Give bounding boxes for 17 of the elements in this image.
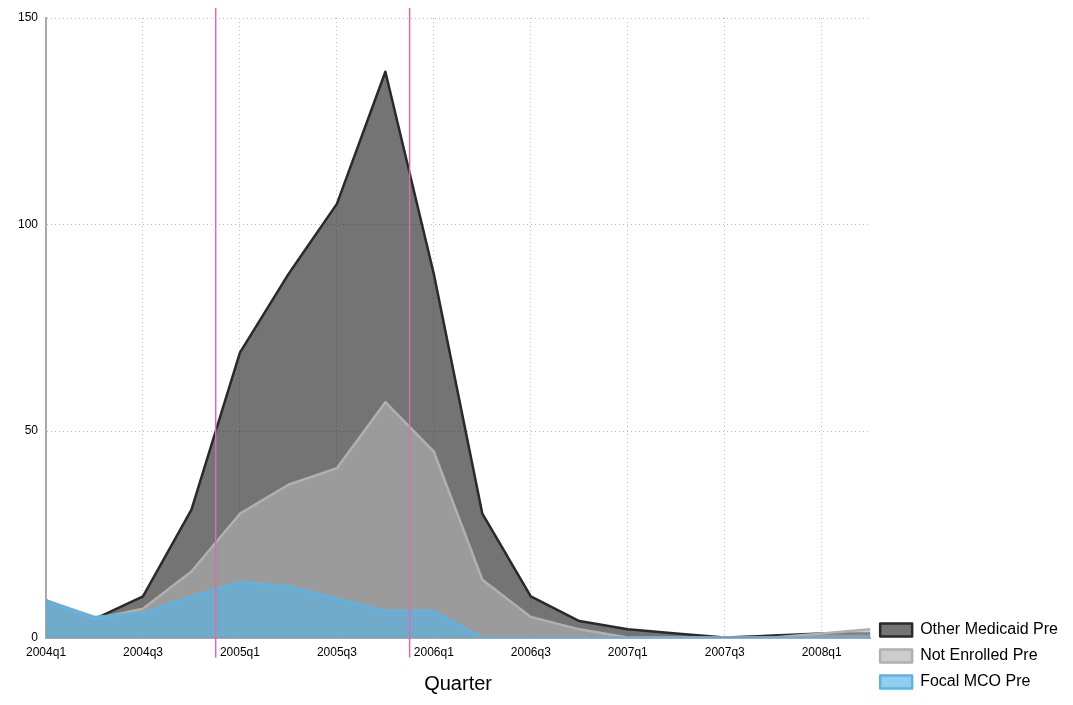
x-tick-label: 2005q3	[316, 645, 358, 660]
x-tick-label: 2006q3	[510, 645, 552, 660]
x-tick-label: 2006q1	[413, 645, 455, 660]
legend-label: Not Enrolled Pre	[920, 646, 1038, 664]
x-tick-label: 2004q1	[26, 645, 67, 660]
y-tick-label: 150	[17, 10, 39, 25]
legend-label: Other Medicaid Pre	[920, 620, 1059, 638]
x-axis-title: Quarter	[424, 671, 493, 694]
x-tick-label: 2004q3	[122, 645, 164, 660]
y-tick-label: 0	[31, 629, 39, 644]
y-tick-label: 100	[17, 216, 39, 231]
x-tick-label: 2007q3	[704, 645, 746, 660]
y-tick-label: 50	[24, 423, 39, 438]
x-tick-label: 2005q1	[219, 645, 261, 660]
x-tick-label: 2007q1	[607, 645, 649, 660]
x-tick-label: 2008q1	[801, 645, 843, 660]
legend-label: Focal MCO Pre	[920, 672, 1031, 690]
